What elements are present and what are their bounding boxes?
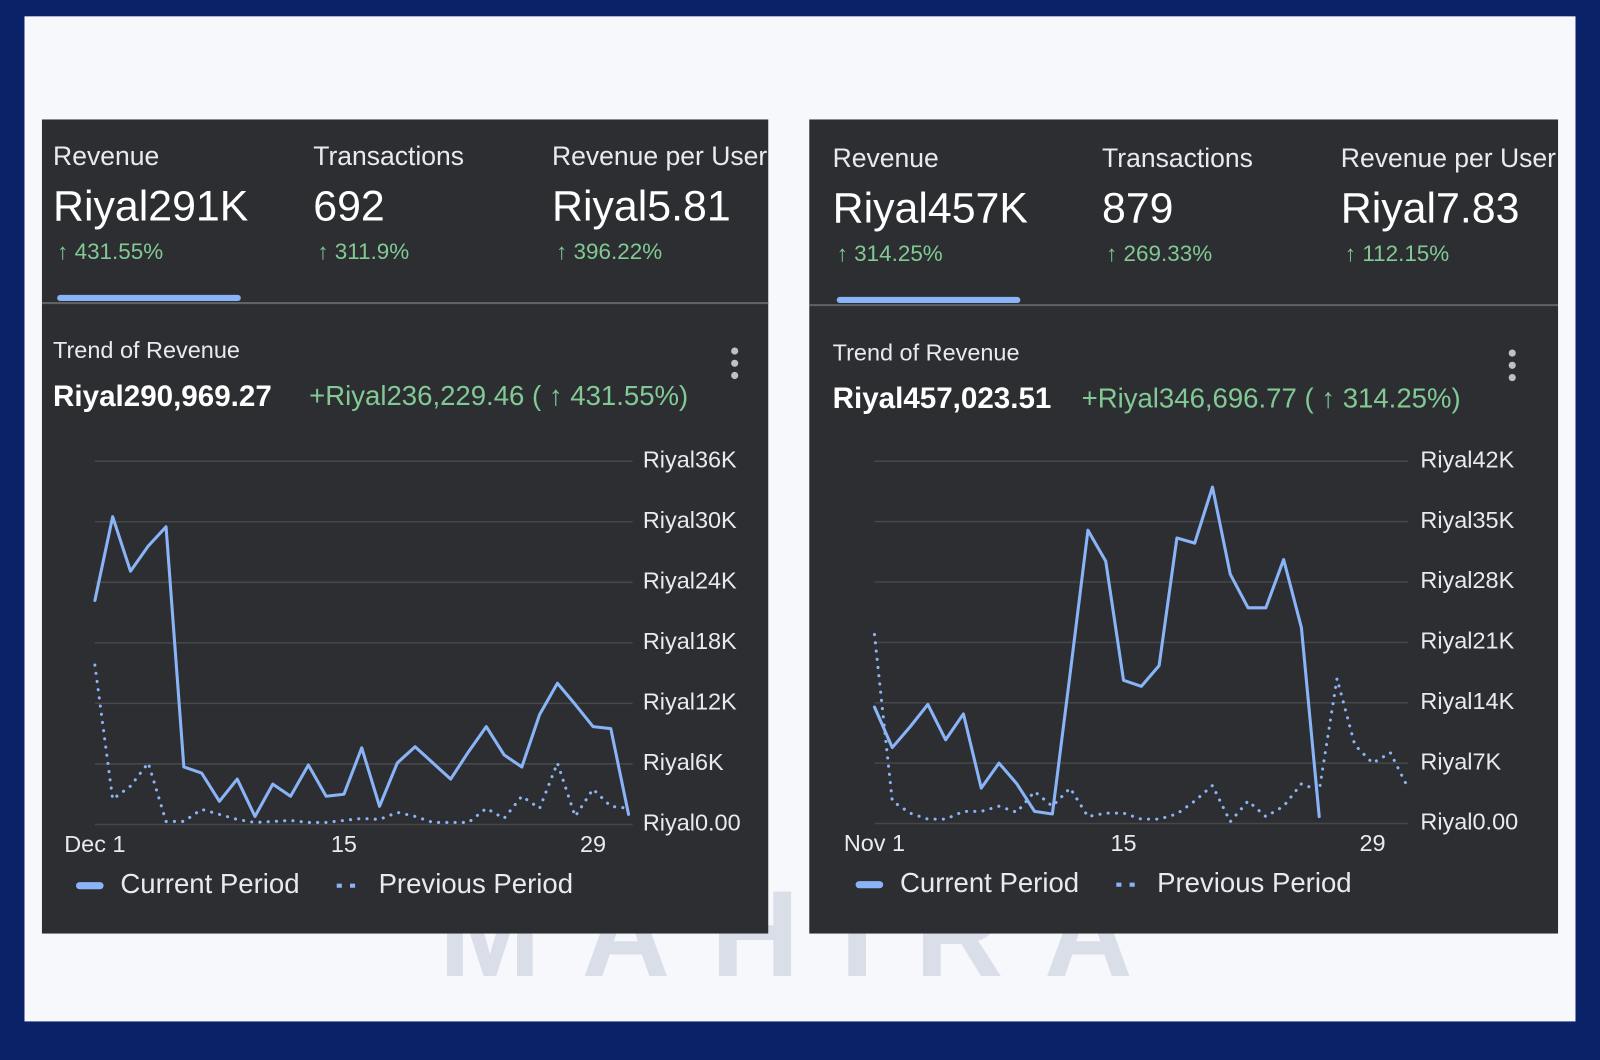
trend-total: Riyal457,023.51 [833,382,1052,415]
menu-dot [731,347,739,355]
trend-delta: +Riyal346,696.77 ( ↑ 314.25%) [1082,382,1461,413]
metric-value: Riyal457K [833,185,1029,233]
x-tick-label: 29 [1360,830,1386,856]
metric-change: ↑ 311.9% [317,239,409,264]
y-tick-label: Riyal30K [643,507,737,533]
metric-value: Riyal7.83 [1341,185,1520,233]
metric-label: Revenue per User [552,141,767,171]
x-tick-label: 15 [1110,830,1136,856]
menu-dot [1508,373,1516,382]
y-tick-label: Riyal6K [643,749,724,775]
x-tick-label: 15 [331,831,357,857]
metric-change: ↑ 396.22% [556,239,662,264]
trend-title: Trend of Revenue [53,337,240,363]
metric-label: Transactions [1102,143,1253,173]
y-tick-label: Riyal42K [1420,446,1514,472]
menu-dot [731,359,739,367]
metric-label: Revenue per User [1341,143,1556,173]
series-line [872,633,1410,824]
metric-change: ↑ 431.55% [57,239,163,264]
panel-background [809,119,1559,934]
legend-label: Previous Period [1157,867,1351,898]
x-tick-label: Nov 1 [844,830,905,856]
more-menu[interactable] [1500,341,1524,378]
selected-tab-indicator [57,294,241,302]
y-tick-label: Riyal7K [1420,748,1501,774]
menu-dot [1508,361,1516,369]
y-tick-label: Riyal35K [1420,507,1514,533]
more-menu[interactable] [722,339,746,376]
x-tick-label: 29 [580,831,606,857]
legend-label: Current Period [900,867,1079,898]
metric-value: Riyal5.81 [552,182,731,230]
y-tick-label: Riyal18K [643,628,737,654]
metric-change: ↑ 269.33% [1106,241,1212,266]
y-tick-label: Riyal14K [1420,688,1514,714]
panel: Revenue Riyal457K ↑ 314.25% Transactions 879… [809,119,1559,934]
metric-change: ↑ 112.15% [1345,241,1449,266]
y-tick-label: Riyal21K [1420,628,1514,654]
metric-label: Revenue [53,141,159,171]
metric-value: Riyal291K [53,182,249,230]
metric-change: ↑ 314.25% [837,241,943,266]
y-tick-label: Riyal36K [643,446,737,472]
series-line [872,485,1321,819]
metric-value: 692 [313,182,384,230]
series-line [93,663,631,824]
y-tick-label: Riyal28K [1420,567,1514,593]
x-tick-label: Dec 1 [64,831,125,857]
y-tick-label: Riyal0.00 [643,810,741,836]
panel-background [41,119,769,934]
series-line [93,515,631,818]
trend-title: Trend of Revenue [833,339,1020,365]
metric-value: 879 [1102,185,1173,233]
y-tick-label: Riyal24K [643,568,737,594]
trend-total: Riyal290,969.27 [53,380,272,413]
y-tick-label: Riyal12K [643,689,737,715]
legend-label: Previous Period [379,868,573,899]
selected-tab-indicator [836,296,1021,304]
panel: Revenue Riyal291K ↑ 431.55% Transactions 692… [41,119,769,934]
legend-label: Current Period [120,868,299,899]
menu-dot [1508,349,1516,357]
menu-dot [731,371,739,380]
metric-label: Transactions [313,141,464,171]
y-tick-label: Riyal0.00 [1420,809,1518,835]
trend-delta: +Riyal236,229.46 ( ↑ 431.55%) [309,380,688,411]
metric-label: Revenue [833,143,939,173]
